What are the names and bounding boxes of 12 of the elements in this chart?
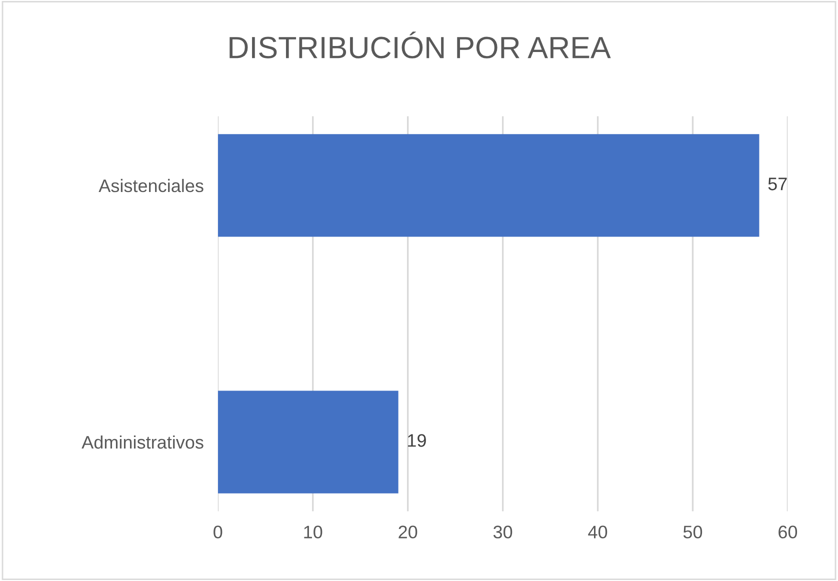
y-tick-label: Administrativos: [82, 435, 204, 449]
y-tick-label: Asistenciales: [98, 178, 204, 192]
x-tick-label: 60: [778, 526, 798, 538]
x-tick-label: 40: [588, 526, 608, 538]
x-tick-label: 0: [214, 526, 222, 538]
data-label: 57: [768, 178, 787, 190]
x-tick-label: 50: [683, 526, 702, 538]
x-tick-label: 30: [493, 526, 512, 538]
data-label: 19: [408, 434, 426, 447]
x-tick-label: 20: [398, 526, 418, 538]
chart-title: DISTRIBUCIÓN POR AREA: [230, 32, 611, 58]
x-tick-label: 10: [304, 526, 322, 538]
